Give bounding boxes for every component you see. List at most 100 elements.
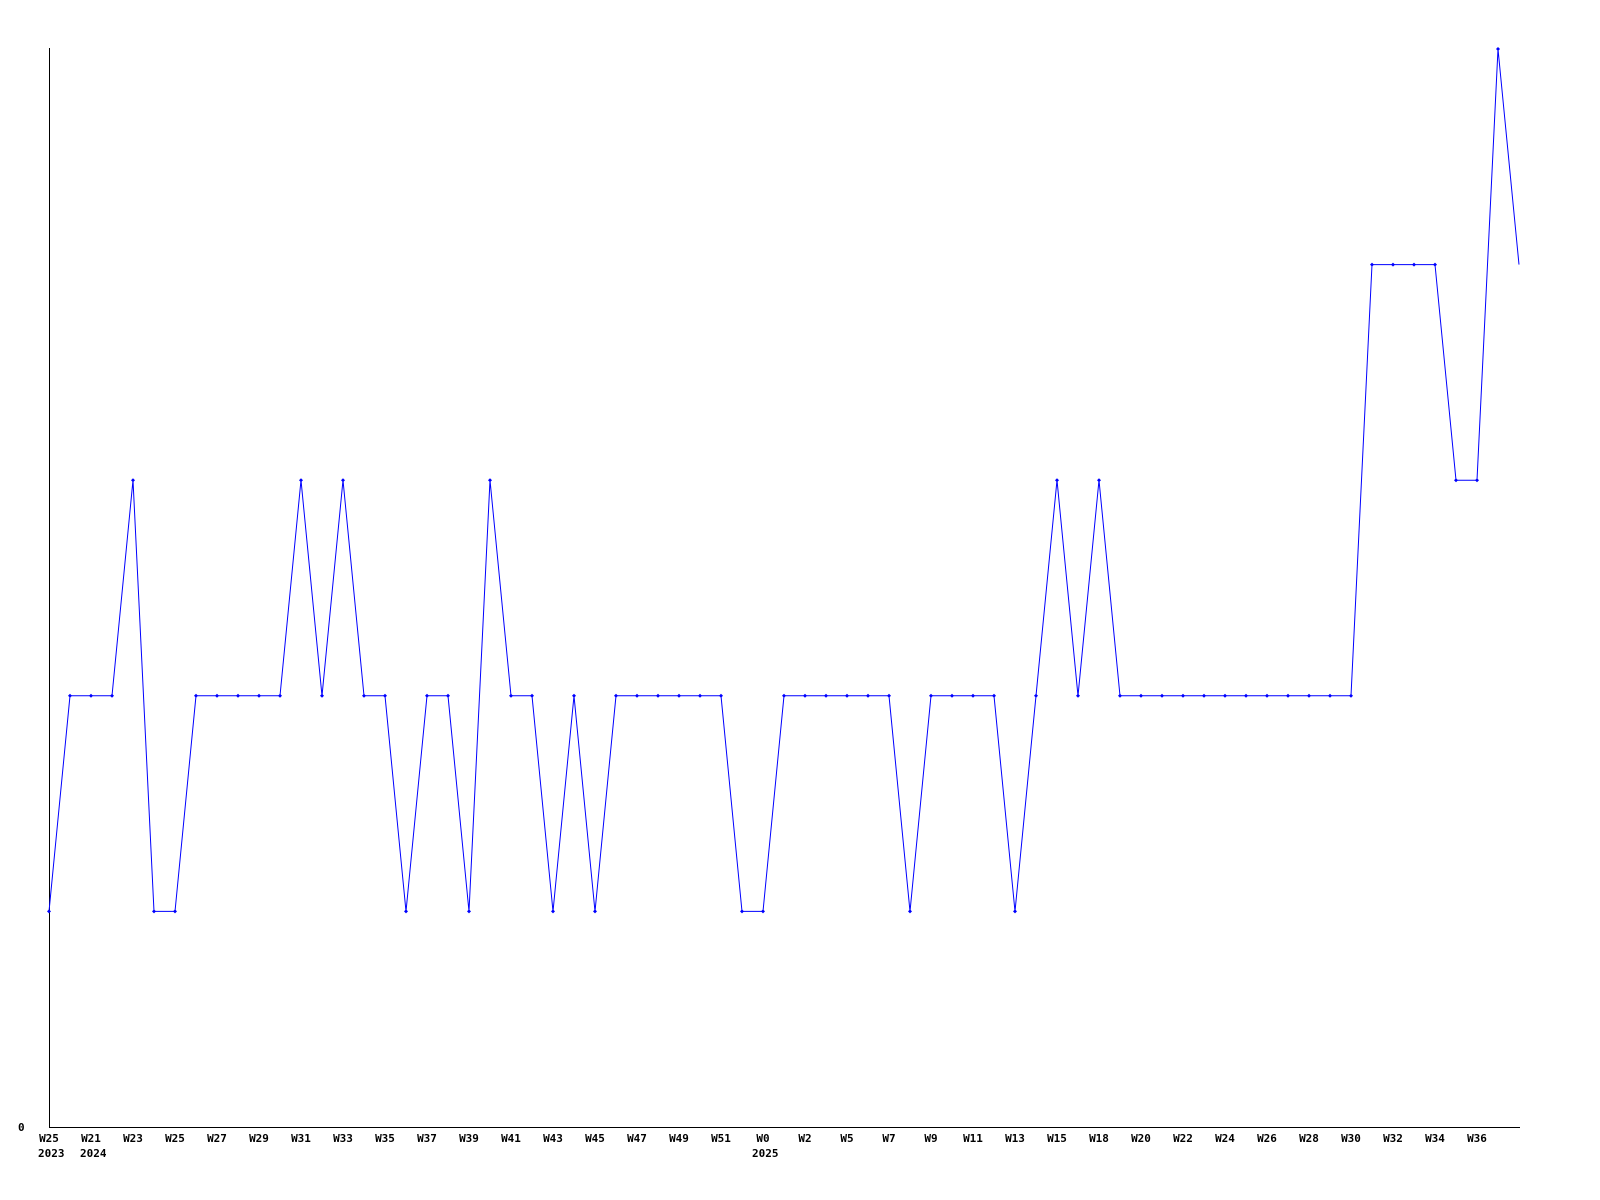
- data-point: [467, 909, 471, 914]
- x-tick-label: W18: [1089, 1132, 1109, 1145]
- x-tick-label: W31: [291, 1132, 311, 1145]
- data-point: [782, 693, 786, 698]
- data-point: [1160, 693, 1164, 698]
- year-label: 2023: [38, 1147, 65, 1160]
- data-point: [824, 693, 828, 698]
- x-tick-label: W24: [1215, 1132, 1235, 1145]
- x-tick-label: W25: [39, 1132, 59, 1145]
- data-point: [1496, 47, 1500, 51]
- x-tick-label: W5: [840, 1132, 853, 1145]
- x-tick-label: W7: [882, 1132, 895, 1145]
- series-line: [48, 48, 1520, 912]
- data-point: [47, 909, 51, 914]
- x-tick-label: W21: [81, 1132, 101, 1145]
- data-point: [362, 693, 366, 698]
- data-point: [215, 693, 219, 698]
- data-point: [971, 693, 975, 698]
- data-point: [194, 693, 198, 698]
- data-point: [299, 478, 303, 483]
- data-point: [131, 478, 135, 483]
- data-point: [278, 693, 282, 698]
- data-point: [1265, 693, 1269, 698]
- data-point: [110, 693, 114, 698]
- x-tick-label: W43: [543, 1132, 563, 1145]
- x-tick-label: W28: [1299, 1132, 1319, 1145]
- data-point: [1097, 478, 1101, 483]
- data-point: [1013, 909, 1017, 914]
- x-tick-label: W15: [1047, 1132, 1067, 1145]
- y-tick-label: 0: [18, 1121, 25, 1134]
- data-point: [572, 693, 576, 698]
- data-point: [719, 693, 723, 698]
- x-tick-label: W20: [1131, 1132, 1151, 1145]
- data-point: [383, 693, 387, 698]
- data-point: [509, 693, 513, 698]
- data-point: [908, 909, 912, 914]
- x-tick-label: W37: [417, 1132, 437, 1145]
- data-point: [236, 693, 240, 698]
- x-tick-label: W29: [249, 1132, 269, 1145]
- data-point: [656, 693, 660, 698]
- data-point: [68, 693, 72, 698]
- data-point: [1118, 693, 1122, 698]
- x-tick-label: W35: [375, 1132, 395, 1145]
- data-point: [320, 693, 324, 698]
- x-tick-label: W41: [501, 1132, 521, 1145]
- data-point: [1391, 262, 1395, 267]
- data-point: [1307, 693, 1311, 698]
- x-tick-label: W30: [1341, 1132, 1361, 1145]
- x-tick-label: W2: [798, 1132, 811, 1145]
- data-point: [887, 693, 891, 698]
- data-point: [761, 909, 765, 914]
- x-tick-label: W34: [1425, 1132, 1445, 1145]
- data-point: [593, 909, 597, 914]
- data-point: [1286, 693, 1290, 698]
- x-tick-label: W23: [123, 1132, 143, 1145]
- data-point: [1244, 693, 1248, 698]
- data-point: [425, 693, 429, 698]
- x-tick-label: W0: [756, 1132, 769, 1145]
- data-point: [173, 909, 177, 914]
- x-tick-label: W33: [333, 1132, 353, 1145]
- data-point: [341, 478, 345, 483]
- data-point: [404, 909, 408, 914]
- data-point: [1139, 693, 1143, 698]
- x-tick-label: W9: [924, 1132, 937, 1145]
- x-tick-label: W25: [165, 1132, 185, 1145]
- data-point: [1034, 693, 1038, 698]
- x-tick-label: W45: [585, 1132, 605, 1145]
- data-point: [1475, 478, 1479, 483]
- data-point: [698, 693, 702, 698]
- data-point: [488, 478, 492, 483]
- x-tick-label: W36: [1467, 1132, 1487, 1145]
- x-tick-label: W47: [627, 1132, 647, 1145]
- x-tick-label: W13: [1005, 1132, 1025, 1145]
- data-point: [1181, 693, 1185, 698]
- data-point: [152, 909, 156, 914]
- data-point: [1328, 693, 1332, 698]
- x-tick-label: W27: [207, 1132, 227, 1145]
- data-point: [992, 693, 996, 698]
- x-tick-label: W26: [1257, 1132, 1277, 1145]
- x-tick-label: W32: [1383, 1132, 1403, 1145]
- data-point: [845, 693, 849, 698]
- data-point: [614, 693, 618, 698]
- data-point: [446, 693, 450, 698]
- data-point: [1454, 478, 1458, 483]
- data-point: [740, 909, 744, 914]
- data-point: [1412, 262, 1416, 267]
- data-point: [551, 909, 555, 914]
- x-tick-label: W39: [459, 1132, 479, 1145]
- data-point: [1370, 262, 1374, 267]
- data-point: [635, 693, 639, 698]
- data-point: [929, 693, 933, 698]
- year-label: 2024: [80, 1147, 107, 1160]
- data-point: [1076, 693, 1080, 698]
- data-point: [257, 693, 261, 698]
- data-point: [866, 693, 870, 698]
- data-point: [1223, 693, 1227, 698]
- x-tick-label: W22: [1173, 1132, 1193, 1145]
- data-point: [677, 693, 681, 698]
- data-point: [1202, 693, 1206, 698]
